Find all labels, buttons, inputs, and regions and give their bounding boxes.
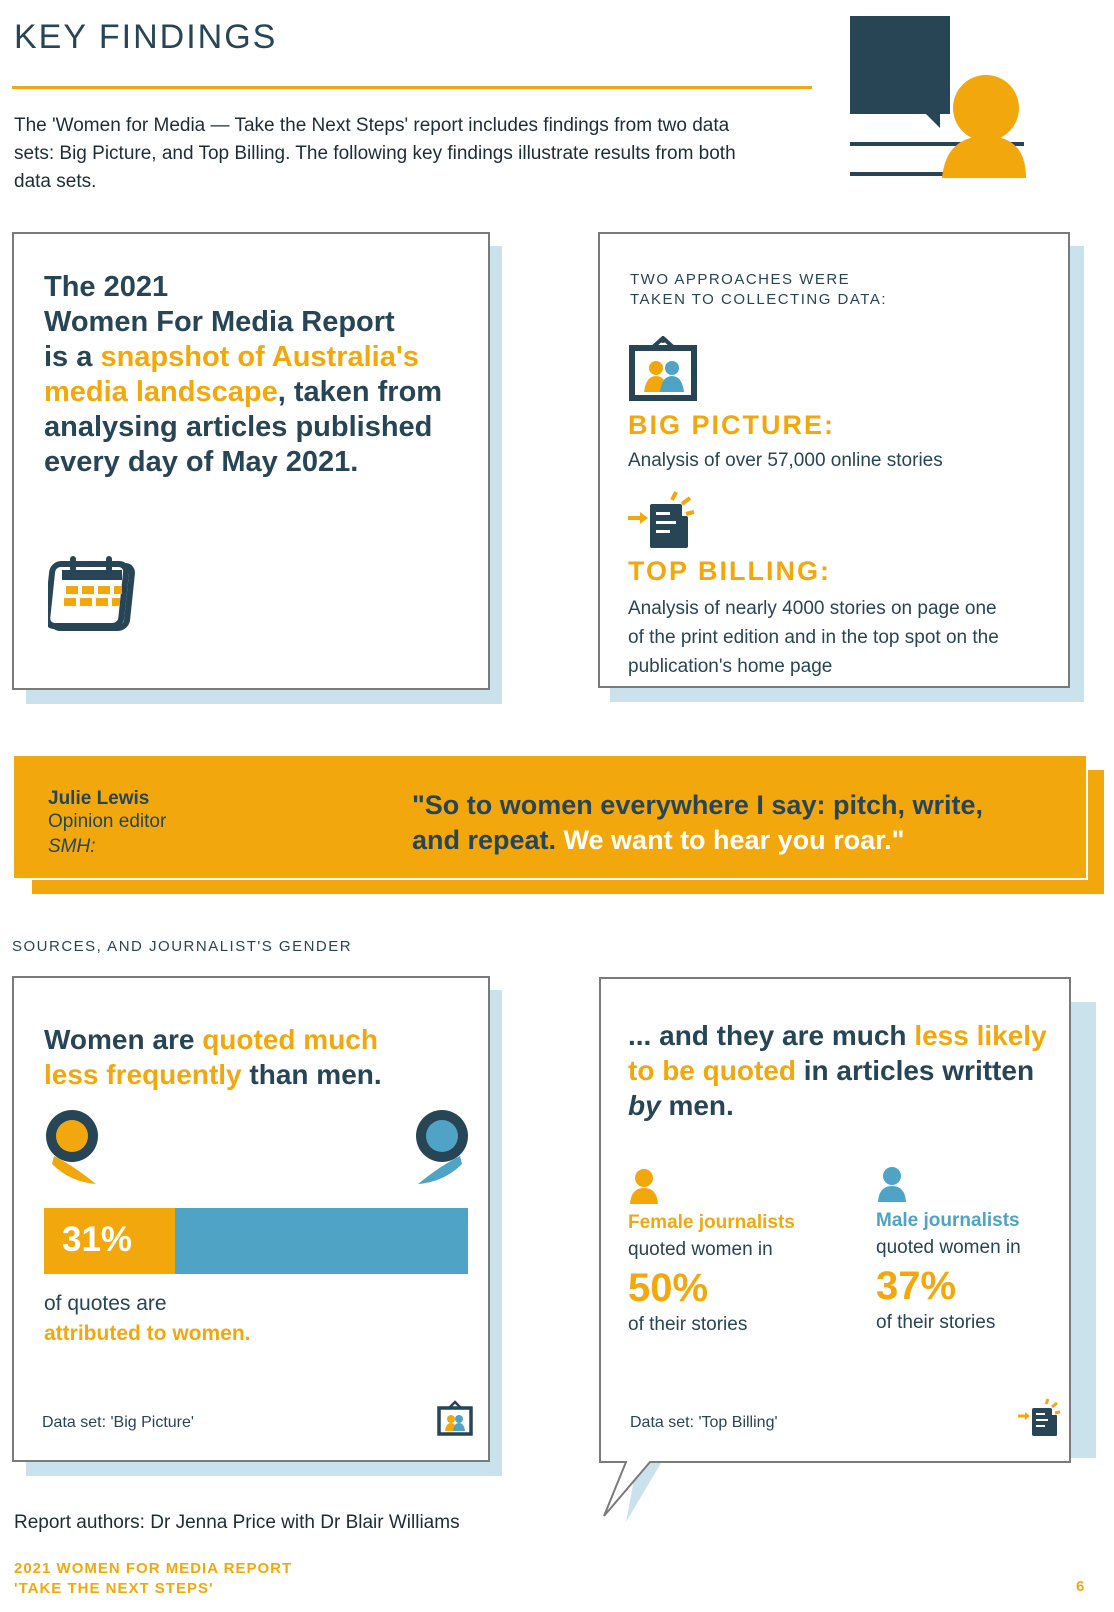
- report-line-4: media landscape, taken from: [44, 376, 443, 408]
- picture-frame-icon: [629, 336, 697, 401]
- speech-person-icon: [850, 16, 1026, 178]
- page-number: 6: [1076, 1578, 1085, 1595]
- approaches-card: [598, 232, 1070, 688]
- quoted-headline: Women are quoted much less frequently th…: [44, 1024, 382, 1090]
- title-rule: [12, 86, 812, 89]
- report-line-2: Women For Media Report: [44, 306, 395, 338]
- quote-share-label: 31%: [62, 1220, 133, 1259]
- report-line-3: is a snapshot of Australia's: [44, 341, 419, 373]
- footer-report-title: 2021 WOMEN FOR MEDIA REPORT: [14, 1560, 293, 1577]
- female-journalists-title: Female journalists: [628, 1212, 795, 1233]
- approaches-heading: TWO APPROACHES WERE TAKEN TO COLLECTING …: [630, 271, 887, 308]
- page-title: KEY FINDINGS: [14, 18, 278, 56]
- open-quote-icon: [46, 1110, 98, 1184]
- newspaper-icon: [628, 491, 695, 548]
- male-journalists-tail: of their stories: [876, 1312, 996, 1333]
- report-summary: The 2021 Women For Media Report is a sna…: [44, 270, 464, 480]
- quoted-caption-2: attributed to women.: [44, 1322, 251, 1345]
- female-journalist-icon: [630, 1169, 658, 1204]
- male-journalist-icon: [878, 1167, 906, 1202]
- report-authors: Report authors: Dr Jenna Price with Dr B…: [14, 1512, 460, 1533]
- female-journalists-tail: of their stories: [628, 1314, 748, 1335]
- dataset-label: Data set: 'Top Billing': [630, 1414, 778, 1431]
- quote-share-bar: 31%: [44, 1208, 468, 1274]
- speech-bubble-card: [599, 977, 1096, 1522]
- picture-frame-icon: [437, 1400, 473, 1436]
- big-picture-desc: Analysis of over 57,000 online stories: [628, 450, 943, 471]
- calendar-icon: [48, 556, 135, 631]
- close-quote-icon: [416, 1110, 468, 1184]
- dataset-label: Data set: 'Big Picture': [42, 1414, 194, 1431]
- report-line-6: every day of May 2021.: [44, 446, 359, 478]
- female-journalists-percent: 50%: [628, 1266, 709, 1310]
- quote-author-name: Julie Lewis: [48, 788, 150, 809]
- pull-quote: "So to women everywhere I say: pitch, wr…: [412, 790, 983, 855]
- female-journalists-quoted: quoted women in: [628, 1239, 773, 1260]
- newspaper-icon: [1018, 1398, 1061, 1436]
- big-picture-title: BIG PICTURE:: [628, 410, 836, 440]
- intro-paragraph: The 'Women for Media — Take the Next Ste…: [14, 115, 736, 192]
- top-billing-title: TOP BILLING:: [628, 556, 832, 586]
- journalists-headline: ... and they are much less likely to be …: [628, 1020, 1047, 1121]
- quote-band: [14, 756, 1088, 880]
- male-journalists-percent: 37%: [876, 1264, 957, 1308]
- report-line-1: The 2021: [44, 271, 169, 303]
- footer-report-subtitle: 'TAKE THE NEXT STEPS': [14, 1580, 214, 1597]
- section-label: SOURCES, AND JOURNALIST'S GENDER: [12, 938, 353, 955]
- quote-author-publication: SMH:: [48, 836, 96, 857]
- report-line-5: analysing articles published: [44, 411, 433, 443]
- quoted-caption-1: of quotes are: [44, 1292, 167, 1315]
- quote-share-bar-fill: [44, 1208, 176, 1274]
- male-journalists-quoted: quoted women in: [876, 1237, 1021, 1258]
- top-billing-desc: Analysis of nearly 4000 stories on page …: [628, 598, 999, 677]
- male-journalists-title: Male journalists: [876, 1210, 1020, 1231]
- quote-author-role: Opinion editor: [48, 811, 167, 832]
